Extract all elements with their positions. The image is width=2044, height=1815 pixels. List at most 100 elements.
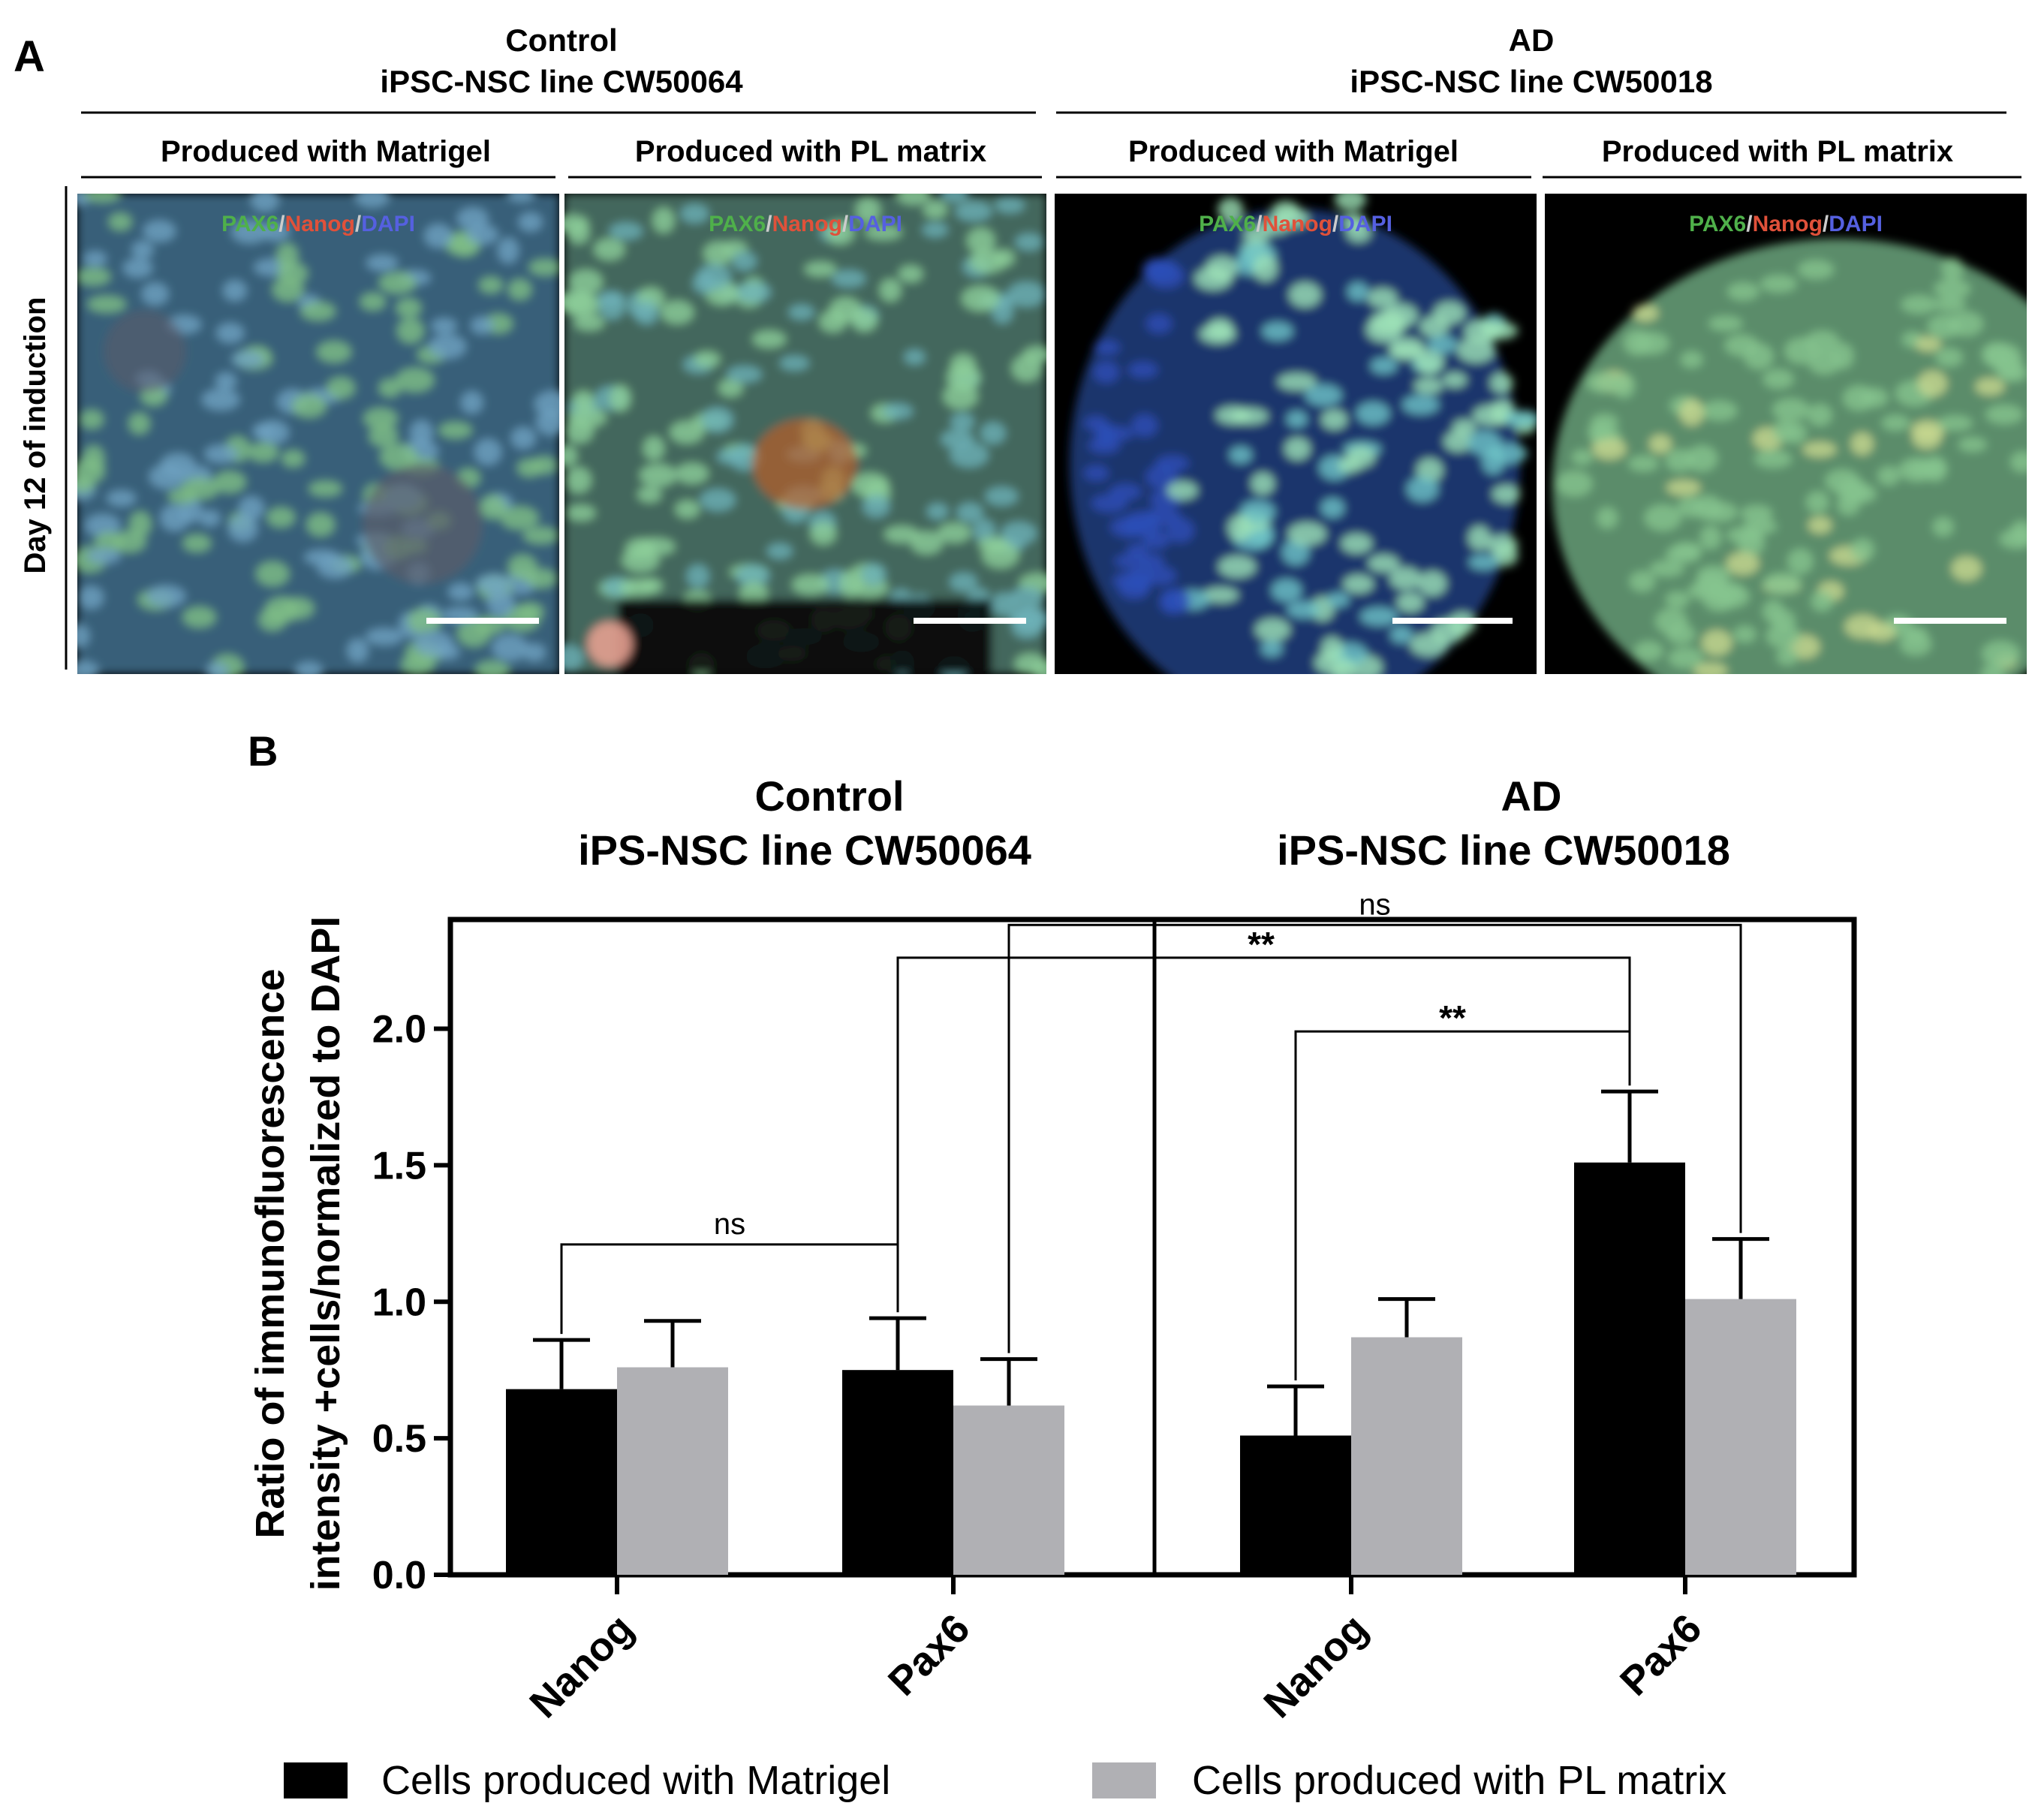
cell-nucleus xyxy=(675,462,709,484)
cell-nucleus xyxy=(1326,591,1350,608)
cell-nucleus xyxy=(832,269,866,287)
cell-nucleus xyxy=(1797,259,1835,280)
cell-nucleus xyxy=(1724,334,1760,357)
cell-nucleus xyxy=(703,241,733,266)
cell-nucleus xyxy=(378,272,417,294)
cell-nucleus xyxy=(1941,257,1964,281)
cell-nucleus xyxy=(396,368,435,393)
cell-nucleus xyxy=(1144,566,1177,585)
cell-nucleus xyxy=(736,281,772,302)
cell-nucleus xyxy=(272,277,304,302)
stain-dapi: DAPI xyxy=(361,212,415,236)
stain-separator: / xyxy=(278,212,285,236)
cell-nucleus xyxy=(486,589,515,617)
cell-nucleus xyxy=(736,564,770,587)
sub-label-ad-matrigel: Produced with Matrigel xyxy=(1128,135,1458,168)
micrograph-pl-ad: PAX6/Nanog/DAPI xyxy=(1545,194,2027,674)
cell-nucleus xyxy=(1416,457,1443,483)
cell-nucleus xyxy=(926,503,949,520)
cell-nucleus xyxy=(1591,438,1627,460)
cell-nucleus xyxy=(619,579,656,596)
micrograph-pl-control: PAX6/Nanog/DAPI xyxy=(564,194,1046,674)
cell-nucleus xyxy=(1162,588,1191,614)
y-tick-label: 2.0 xyxy=(372,1008,426,1052)
cell-nucleus xyxy=(1253,254,1278,282)
cell-nucleus xyxy=(910,531,944,555)
cell-nucleus xyxy=(309,480,342,497)
cell-nucleus xyxy=(727,366,763,384)
cell-nucleus xyxy=(716,449,746,465)
cell-nucleus xyxy=(1937,415,1973,432)
cell-nucleus xyxy=(1629,570,1656,592)
cell-nucleus xyxy=(1634,640,1663,661)
cell-nucleus xyxy=(850,472,890,498)
cell-nucleus xyxy=(1935,348,1964,367)
cell-nucleus xyxy=(1776,647,1799,666)
cell-nucleus xyxy=(862,495,890,518)
cell-nucleus xyxy=(131,240,154,260)
cell-nucleus xyxy=(77,661,100,674)
cell-nucleus xyxy=(1347,281,1369,302)
cell-nucleus xyxy=(448,582,474,601)
cell-nucleus xyxy=(1094,422,1116,447)
cell-nucleus xyxy=(122,258,153,278)
cell-nucleus xyxy=(1842,385,1875,411)
bar-ad-pax6-pl xyxy=(1685,1299,1796,1575)
cell-nucleus xyxy=(855,197,881,224)
cell-nucleus xyxy=(1981,640,2021,667)
cell-nucleus xyxy=(1915,336,1942,352)
cell-nucleus xyxy=(565,467,592,494)
cell-nucleus xyxy=(1632,304,1659,322)
cell-nucleus xyxy=(107,490,137,507)
legend-label-matrigel: Cells produced with Matrigel xyxy=(381,1758,890,1803)
cell-nucleus xyxy=(478,573,510,595)
cell-nucleus xyxy=(366,254,399,272)
cell-nucleus xyxy=(431,318,457,334)
cell-nucleus xyxy=(1456,337,1495,363)
x-tick-label: Pax6 xyxy=(1612,1606,1711,1705)
cell-nucleus xyxy=(182,534,212,552)
cell-nucleus xyxy=(1389,567,1422,590)
cell-nucleus xyxy=(804,261,837,277)
stain-pax6: PAX6 xyxy=(1689,212,1746,236)
cell-nucleus xyxy=(215,372,237,390)
sub-label-ad-pl: Produced with PL matrix xyxy=(1602,135,1953,168)
cell-nucleus xyxy=(1442,372,1468,388)
cell-nucleus xyxy=(294,661,324,674)
stain-separator: / xyxy=(355,212,362,236)
cell-nucleus xyxy=(1094,339,1121,355)
cell-nucleus xyxy=(1649,560,1684,577)
cell-nucleus xyxy=(1367,287,1398,309)
cell-nucleus xyxy=(1260,640,1283,658)
cell-nucleus xyxy=(1145,465,1179,489)
cell-nucleus xyxy=(1948,311,1984,336)
stain-separator: / xyxy=(1746,212,1753,236)
cell-nucleus xyxy=(1287,522,1327,546)
cell-nucleus xyxy=(1699,525,1722,550)
chart-subtitle-control: iPS-NSC line CW50064 xyxy=(578,826,1031,874)
cell-nucleus xyxy=(1277,372,1317,391)
cell-nucleus xyxy=(1666,479,1702,496)
cell-nucleus xyxy=(1396,592,1425,613)
chart-title-control: Control xyxy=(754,772,904,820)
bar-ad-pax6-matrigel xyxy=(1574,1162,1685,1575)
row-label: Day 12 of induction xyxy=(19,297,52,574)
cell-nucleus xyxy=(498,237,519,264)
rosette-center xyxy=(752,419,857,509)
cell-nucleus xyxy=(1881,414,1910,432)
scale-bar xyxy=(1392,618,1513,624)
cell-nucleus xyxy=(1701,629,1732,656)
cell-nucleus xyxy=(564,644,585,671)
cell-nucleus xyxy=(1284,437,1311,461)
gap-region xyxy=(617,599,992,674)
cell-nucleus xyxy=(1147,263,1185,289)
chart-title-ad: AD xyxy=(1501,772,1562,820)
cell-nucleus xyxy=(143,220,176,242)
cell-nucleus xyxy=(1452,419,1477,436)
x-tick-label: Nanog xyxy=(1255,1606,1376,1726)
cell-nucleus xyxy=(306,513,335,537)
cell-nucleus xyxy=(639,463,677,487)
y-axis-label-line1: Ratio of immunofluorescence xyxy=(248,968,293,1538)
cell-nucleus xyxy=(1126,543,1149,558)
cell-nucleus xyxy=(788,304,814,321)
